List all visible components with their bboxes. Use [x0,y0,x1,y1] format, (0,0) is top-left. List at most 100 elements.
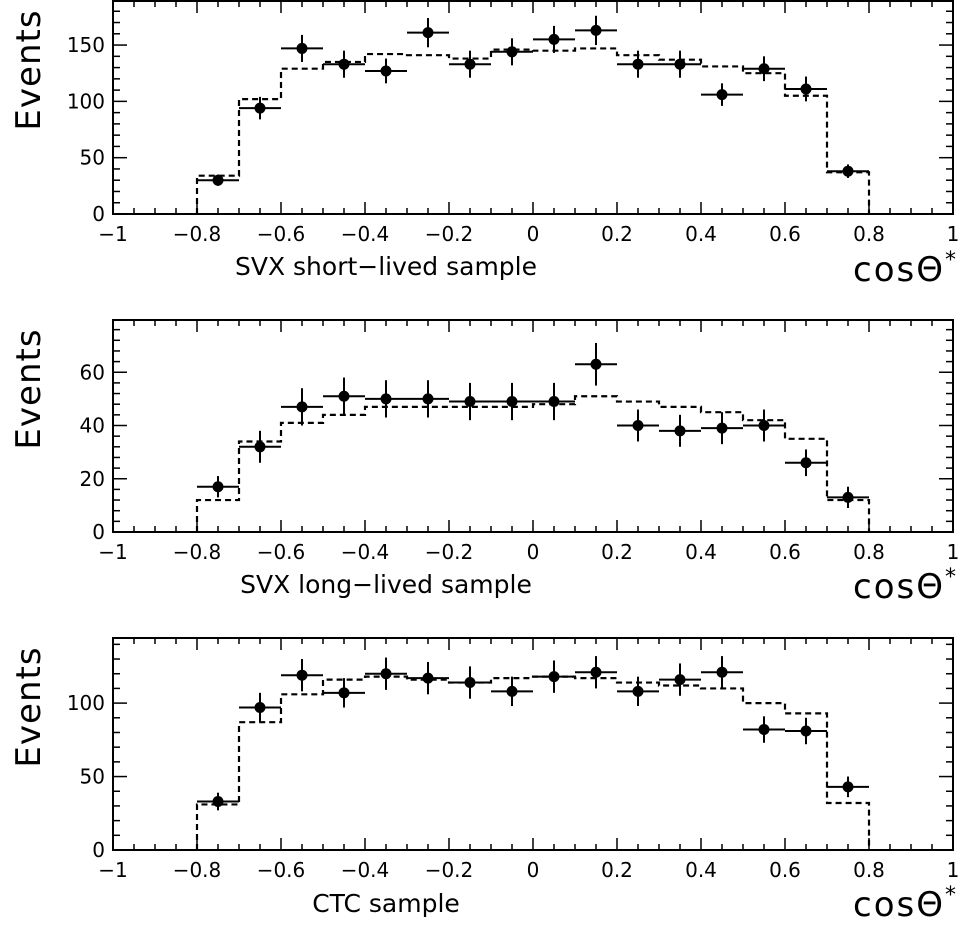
point-marker [759,724,770,735]
point-marker [843,781,854,792]
x-tick-label: 0 [527,222,540,246]
x-variable-superscript: * [945,248,958,273]
point-marker [465,396,476,407]
y-axis-title: Events [9,9,49,130]
point-marker [213,796,224,807]
panel-3: −1 −0.8 −0.6 −0.4 −0.2 0 0.2 0.4 0.6 0.8 1 0 50 100 Ev… [9,638,959,925]
data-point [533,26,575,53]
data-point [365,59,407,84]
x-axis-title: SVX long−lived sample [240,570,532,599]
point-marker [717,667,728,678]
x-tick-label: 1 [947,222,960,246]
point-marker [801,726,812,737]
point-marker [801,457,812,468]
point-marker [507,686,518,697]
data-point [785,718,827,744]
x-tick-label: −0.6 [257,540,306,564]
data-point [449,51,491,78]
x-tick-label: 1 [947,858,960,882]
point-marker [759,63,770,74]
x-tick-label: 0 [527,858,540,882]
point-marker [507,396,518,407]
x-tick-label: −0.8 [173,858,222,882]
point-marker [843,492,854,503]
x-variable-label: cosΘ* [853,248,958,290]
point-marker [633,686,644,697]
x-tick-label: 0.6 [769,222,801,246]
data-point [449,383,491,420]
y-tick-label: 50 [80,146,105,170]
data-point [575,16,617,45]
data-point [407,380,449,417]
x-tick-label: 0.8 [853,222,885,246]
y-tick-label: 40 [80,414,105,438]
y-tick-label: 0 [92,838,105,862]
point-marker [591,667,602,678]
data-point [239,693,281,722]
point-marker [213,481,224,492]
point-marker [255,702,266,713]
x-tick-label: 0.8 [853,540,885,564]
data-point [617,51,659,78]
point-marker [549,671,560,682]
point-marker [507,46,518,57]
data-point [533,661,575,693]
point-marker [675,425,686,436]
data-point [197,476,239,497]
point-marker [591,25,602,36]
x-variable-name: cosΘ [853,250,945,290]
data-point [407,662,449,694]
data-point [701,83,743,106]
data-point [323,678,365,707]
point-marker [759,420,770,431]
data-point [323,51,365,78]
x-tick-label: −0.4 [341,858,390,882]
x-variable-label: cosΘ* [853,883,958,925]
point-marker [381,65,392,76]
point-marker [633,59,644,70]
x-tick-label: 0.4 [685,858,717,882]
panel-2: −1 −0.8 −0.6 −0.4 −0.2 0 0.2 0.4 0.6 0.8 1 0 20 40 60 E… [9,320,959,607]
x-tick-label: 0.4 [685,222,717,246]
x-variable-name: cosΘ [853,885,945,925]
point-marker [297,43,308,54]
point-marker [591,359,602,370]
x-tick-label: 0.2 [601,858,633,882]
x-tick-label: −0.2 [425,222,474,246]
point-marker [381,668,392,679]
x-axis-title: SVX short−lived sample [235,252,537,281]
x-tick-label: −0.4 [341,540,390,564]
panel-1: −1 −0.8 −0.6 −0.4 −0.2 0 0.2 0.4 0.6 0.8 1 0 50 100 15… [9,1,959,290]
data-point [659,663,701,695]
point-marker [423,673,434,684]
expected-histogram-line [197,48,869,214]
y-tick-label: 0 [92,520,105,544]
x-tick-label: −0.6 [257,222,306,246]
point-marker [423,393,434,404]
data-point [617,677,659,706]
data-point [827,777,869,798]
point-marker [717,423,728,434]
data-point [323,378,365,415]
expected-histogram-line [197,677,869,850]
data-point [743,410,785,442]
x-tick-label: −0.4 [341,222,390,246]
x-tick-label: 0.6 [769,858,801,882]
x-variable-label: cosΘ* [853,565,958,607]
data-point [365,658,407,690]
data-point [281,388,323,425]
data-point [491,383,533,420]
data-point [239,431,281,463]
y-tick-label: 100 [67,691,105,715]
data-point [743,716,785,742]
point-marker [381,393,392,404]
x-variable-superscript: * [945,883,958,908]
data-point [365,380,407,417]
data-point [575,343,617,386]
data-point [827,164,869,178]
data-point [617,410,659,442]
data-point [533,383,575,420]
point-marker [297,401,308,412]
